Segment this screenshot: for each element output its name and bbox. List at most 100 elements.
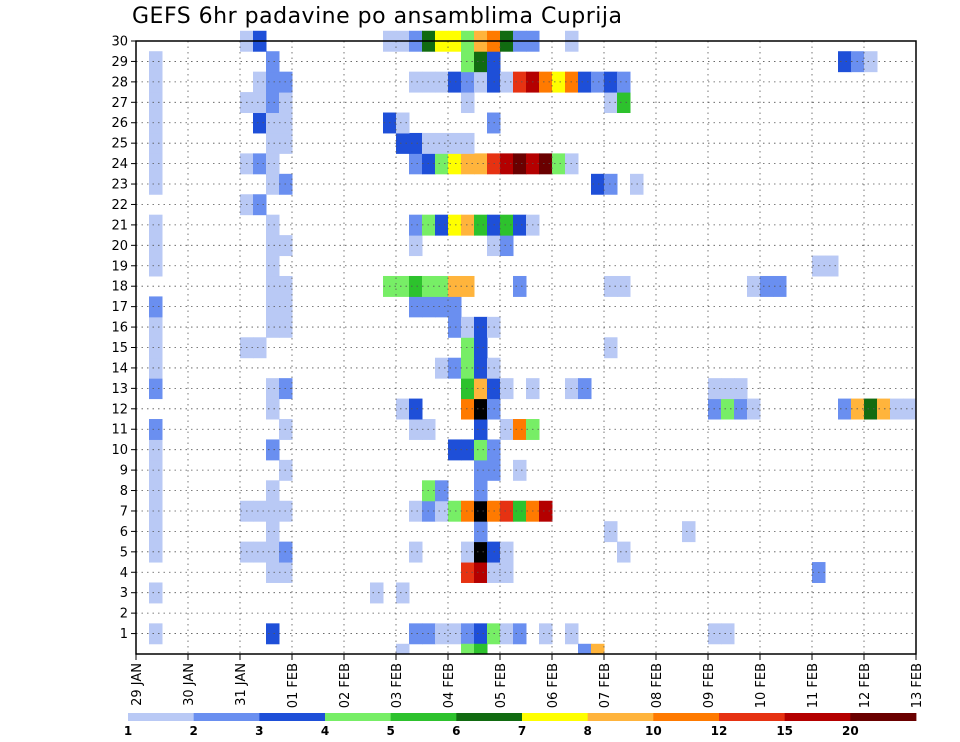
y-tick-label: 18 (111, 280, 128, 295)
heat-cell (435, 153, 449, 175)
heat-cell (396, 275, 410, 297)
heat-cell (409, 132, 423, 154)
heat-cell (604, 275, 618, 297)
colorbar-label: 8 (583, 724, 591, 738)
heat-cell (448, 500, 462, 522)
heat-cell (838, 51, 852, 73)
heat-cell (864, 398, 878, 420)
heat-cell (604, 92, 618, 114)
heat-cell (266, 51, 280, 73)
heat-cell (448, 214, 462, 236)
colorbar-swatch (259, 713, 326, 721)
heat-cell (474, 500, 488, 522)
heat-cell (513, 459, 527, 481)
heat-cell (500, 378, 514, 400)
colorbar-swatch (653, 713, 720, 721)
chart-title: GEFS 6hr padavine po ansamblima Cuprija (132, 4, 623, 29)
colorbar-label: 7 (518, 724, 526, 738)
heat-cell (409, 296, 423, 318)
heat-cell (474, 316, 488, 338)
heat-cell (513, 500, 527, 522)
colorbar-label: 10 (645, 724, 662, 738)
heat-cell (825, 255, 839, 277)
heat-cell (578, 71, 592, 93)
colorbar-swatch (390, 713, 457, 721)
colorbar-label: 4 (321, 724, 329, 738)
heat-cell (474, 541, 488, 563)
heat-cell (266, 132, 280, 154)
heat-cell (149, 521, 163, 543)
heat-cell (617, 541, 631, 563)
heat-cell (864, 51, 878, 73)
y-tick-label: 15 (111, 341, 128, 356)
heat-cell (513, 419, 527, 440)
heat-cell (890, 398, 904, 420)
y-tick-label: 22 (111, 198, 128, 213)
heat-cell (266, 112, 280, 134)
heat-cell (149, 419, 163, 440)
heat-cell (266, 623, 280, 645)
x-tick-label: 11 FEB (806, 663, 821, 708)
heat-cell (461, 132, 475, 154)
heat-cell (552, 153, 566, 175)
heat-cell (474, 419, 488, 440)
heat-cell (396, 132, 410, 154)
heat-cell (435, 275, 449, 297)
y-tick-label: 28 (111, 75, 128, 90)
heat-cell (461, 541, 475, 563)
heat-cell (253, 92, 267, 114)
heat-cell (734, 398, 748, 420)
heat-cell (591, 173, 605, 195)
heat-cell (409, 153, 423, 175)
heat-cell (604, 71, 618, 93)
y-tick-label: 23 (111, 178, 128, 193)
y-tick-label: 5 (120, 545, 128, 560)
heat-cell (734, 378, 748, 400)
heat-cell (877, 398, 891, 420)
y-tick-label: 27 (111, 96, 128, 111)
heat-cell (448, 132, 462, 154)
heat-cell (149, 173, 163, 195)
heat-cell (266, 296, 280, 318)
colorbar-swatch (325, 713, 392, 721)
x-tick-label: 12 FEB (858, 663, 873, 708)
colorbar-label: 3 (255, 724, 263, 738)
y-tick-label: 29 (111, 55, 128, 70)
heat-cell (149, 51, 163, 73)
heat-cell (617, 275, 631, 297)
heat-cell (266, 480, 280, 502)
heat-cell (474, 378, 488, 400)
heat-cell (409, 275, 423, 297)
heat-cell (448, 296, 462, 318)
heat-cell (266, 255, 280, 277)
colorbar-label: 12 (711, 724, 728, 738)
heat-cell (474, 398, 488, 420)
heat-cell (604, 521, 618, 543)
heat-cell (266, 500, 280, 522)
heat-cell (253, 194, 267, 216)
heat-cell (396, 643, 410, 655)
heat-cell (474, 71, 488, 93)
colorbar-label: 6 (452, 724, 460, 738)
heat-cell (266, 92, 280, 114)
heat-cell (435, 357, 449, 379)
heat-cell (149, 316, 163, 338)
heat-cell (500, 71, 514, 93)
heat-cell (604, 173, 618, 195)
y-tick-label: 6 (120, 525, 128, 540)
heat-cell (500, 214, 514, 236)
heat-cell (448, 623, 462, 645)
heat-cell (435, 480, 449, 502)
heat-cell (253, 337, 267, 359)
y-tick-label: 25 (111, 137, 128, 152)
heat-cell (461, 398, 475, 420)
heat-cell (461, 337, 475, 359)
heat-cell (591, 643, 605, 655)
y-tick-label: 26 (111, 116, 128, 131)
heat-cell (552, 71, 566, 93)
heat-cell (266, 153, 280, 175)
heat-cell (461, 643, 475, 655)
y-tick-label: 2 (120, 607, 128, 622)
heat-cell (461, 153, 475, 175)
